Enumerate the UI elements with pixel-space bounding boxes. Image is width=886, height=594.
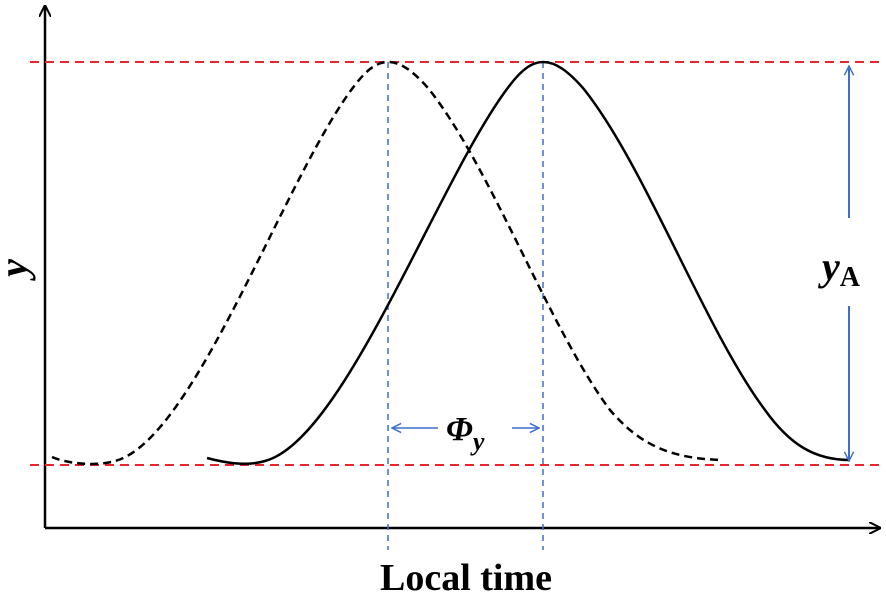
reference-curve-dashed [51, 60, 721, 466]
phase-label: Φy [446, 411, 485, 456]
shifted-curve-solid [206, 60, 851, 465]
x-axis-label: Local time [380, 557, 552, 594]
amplitude-label-subscript: A [840, 262, 861, 293]
amplitude-label: yA [818, 244, 861, 293]
phase-label-subscript: y [470, 427, 485, 456]
phase-label-main: Φ [446, 411, 473, 448]
y-axis-label: y [0, 259, 36, 281]
amplitude-label-main: y [818, 244, 840, 289]
